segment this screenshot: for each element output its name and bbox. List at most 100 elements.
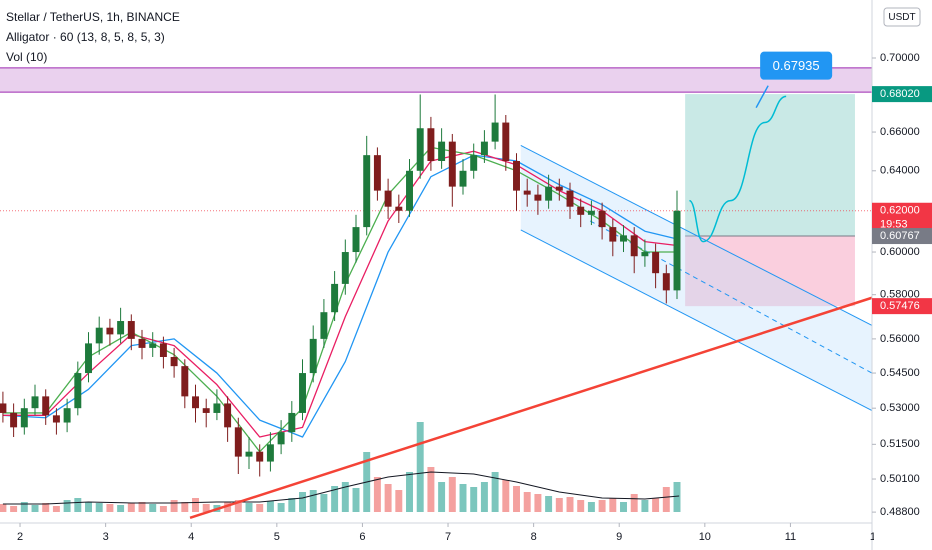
alligator-line <box>2 154 680 438</box>
candle-body <box>630 235 638 257</box>
volume-bar <box>0 504 7 512</box>
volume-bar <box>74 498 82 512</box>
volume-bar <box>545 496 553 512</box>
resistance-zone <box>0 67 872 93</box>
volume-bar <box>277 503 285 512</box>
callout-label: 0.67935 <box>773 58 820 73</box>
volume-bar <box>202 504 210 512</box>
volume-bar <box>427 467 435 512</box>
trend-line <box>189 296 872 519</box>
candle-body <box>52 415 60 423</box>
volume-bar <box>85 502 92 512</box>
candle-body <box>534 194 542 201</box>
candle-body <box>470 155 478 171</box>
y-tick-label: 0.50100 <box>880 473 920 485</box>
volume-bar <box>448 477 456 512</box>
projection-path <box>688 95 787 243</box>
y-tick-label: 0.70000 <box>880 52 920 64</box>
price-label: 0.68020 <box>880 88 920 100</box>
volume-bar <box>266 501 274 512</box>
volume-bar <box>117 505 125 512</box>
volume-bar <box>106 504 114 512</box>
candle-body <box>662 273 670 291</box>
price-label: 0.60767 <box>880 230 920 242</box>
volume-bar <box>523 492 531 512</box>
volume-bar <box>406 472 413 512</box>
volume-bar <box>630 494 638 512</box>
y-tick-label: 0.58000 <box>880 289 920 301</box>
candle-body <box>63 408 71 423</box>
candle-body <box>266 444 274 462</box>
candle-body <box>555 186 563 191</box>
candle-body <box>299 373 306 413</box>
currency-label: USDT <box>888 12 915 23</box>
x-tick-label: 10 <box>699 531 711 543</box>
volume-bar <box>10 506 18 512</box>
x-tick-label: 2 <box>17 531 23 543</box>
volume-ma <box>2 471 680 505</box>
candle-body <box>106 327 114 335</box>
candle-body <box>234 427 242 457</box>
x-tick-label: 5 <box>274 531 280 543</box>
volume-bar <box>384 484 392 512</box>
candle-body <box>384 190 392 207</box>
price-label-box <box>872 86 932 103</box>
y-tick-label: 0.54500 <box>880 367 920 379</box>
volume-bar <box>587 502 595 512</box>
price-label-box <box>872 228 932 245</box>
volume-bar <box>149 504 157 512</box>
candle-body <box>406 170 413 211</box>
x-tick-label: 9 <box>616 531 622 543</box>
volume-bar <box>534 494 542 512</box>
candle-body <box>31 396 39 409</box>
volume-bar <box>459 484 467 512</box>
candle-body <box>10 412 18 428</box>
candle-body <box>20 408 28 428</box>
volume-bar <box>52 506 60 512</box>
candle-body <box>545 186 553 201</box>
volume-bar <box>480 482 488 512</box>
price-label: 0.62000 <box>880 205 920 217</box>
x-tick-label: 4 <box>188 531 194 543</box>
volume-bar <box>181 502 189 512</box>
candle-body <box>320 312 328 339</box>
volume-bar <box>513 486 520 512</box>
x-tick-label: 11 <box>785 531 796 543</box>
candle-body <box>74 373 82 409</box>
candle-body <box>149 343 157 348</box>
candle-body <box>363 155 371 228</box>
volume-bar <box>609 498 617 512</box>
candle-body <box>620 235 627 242</box>
x-tick-label: 6 <box>359 531 365 543</box>
volume-bar <box>299 492 306 512</box>
candle-body <box>159 343 167 357</box>
candle-body <box>652 252 660 274</box>
candle-body <box>577 206 585 215</box>
price-label-box <box>872 298 932 315</box>
plot-area: 0.67935 <box>0 51 872 519</box>
candle-body <box>502 122 510 161</box>
volume-bar <box>256 504 264 512</box>
volume-bar <box>470 487 478 512</box>
candle-body <box>192 396 199 409</box>
candle-body <box>641 252 649 257</box>
candle-body <box>598 210 606 228</box>
callout-box <box>760 51 833 80</box>
indicator-legend: Alligator · 60 (13, 8, 5, 8, 5, 3) <box>6 30 165 44</box>
volume-bar <box>566 497 574 512</box>
candle-body <box>202 408 210 413</box>
indicator-legend: Vol (10) <box>6 50 47 64</box>
volume-bar <box>224 502 232 512</box>
volume-bar <box>234 500 242 512</box>
candle-body <box>673 210 681 291</box>
countdown-label: 19:53 <box>880 219 908 231</box>
channel-line <box>520 145 872 326</box>
volume-bar <box>127 503 135 512</box>
candle-body <box>373 155 381 191</box>
candle-body <box>309 338 317 374</box>
volume-bar <box>31 505 39 512</box>
candle-body <box>170 356 178 367</box>
candle-body <box>448 141 456 187</box>
